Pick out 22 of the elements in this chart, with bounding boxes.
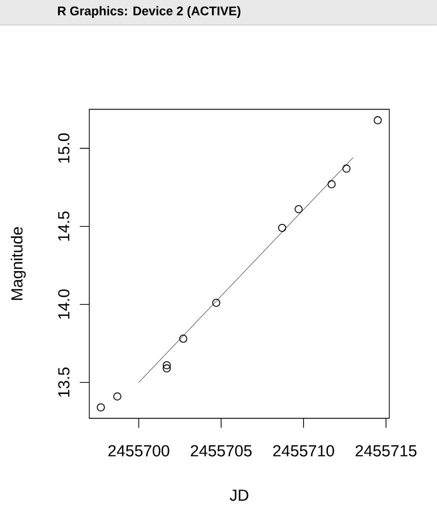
point: [278, 224, 286, 232]
x-tick-label: 2455710: [273, 445, 334, 456]
text: R Graphics: Device 2 (ACTIVE): [58, 6, 240, 18]
y-tick-label: 14.5: [58, 211, 70, 241]
point: [328, 180, 336, 188]
x-axis-title: JD: [230, 490, 248, 501]
y-tick-label: 14.0: [58, 289, 70, 319]
y-axis-title: Magnitude: [10, 227, 26, 300]
point: [294, 205, 303, 214]
point: [162, 364, 171, 372]
x-tick-label: 2455705: [190, 445, 252, 456]
y-tick-label: 13.5: [58, 368, 70, 397]
x-tick-label: 2455715: [356, 445, 416, 456]
point: [342, 164, 350, 173]
point: [212, 298, 220, 307]
y-tick-label: 15.0: [58, 133, 70, 163]
point: [113, 392, 122, 400]
x-tick-label: 2455700: [108, 445, 170, 456]
point: [179, 334, 188, 343]
point: [162, 361, 171, 370]
point: [374, 116, 382, 124]
point: [96, 403, 105, 412]
